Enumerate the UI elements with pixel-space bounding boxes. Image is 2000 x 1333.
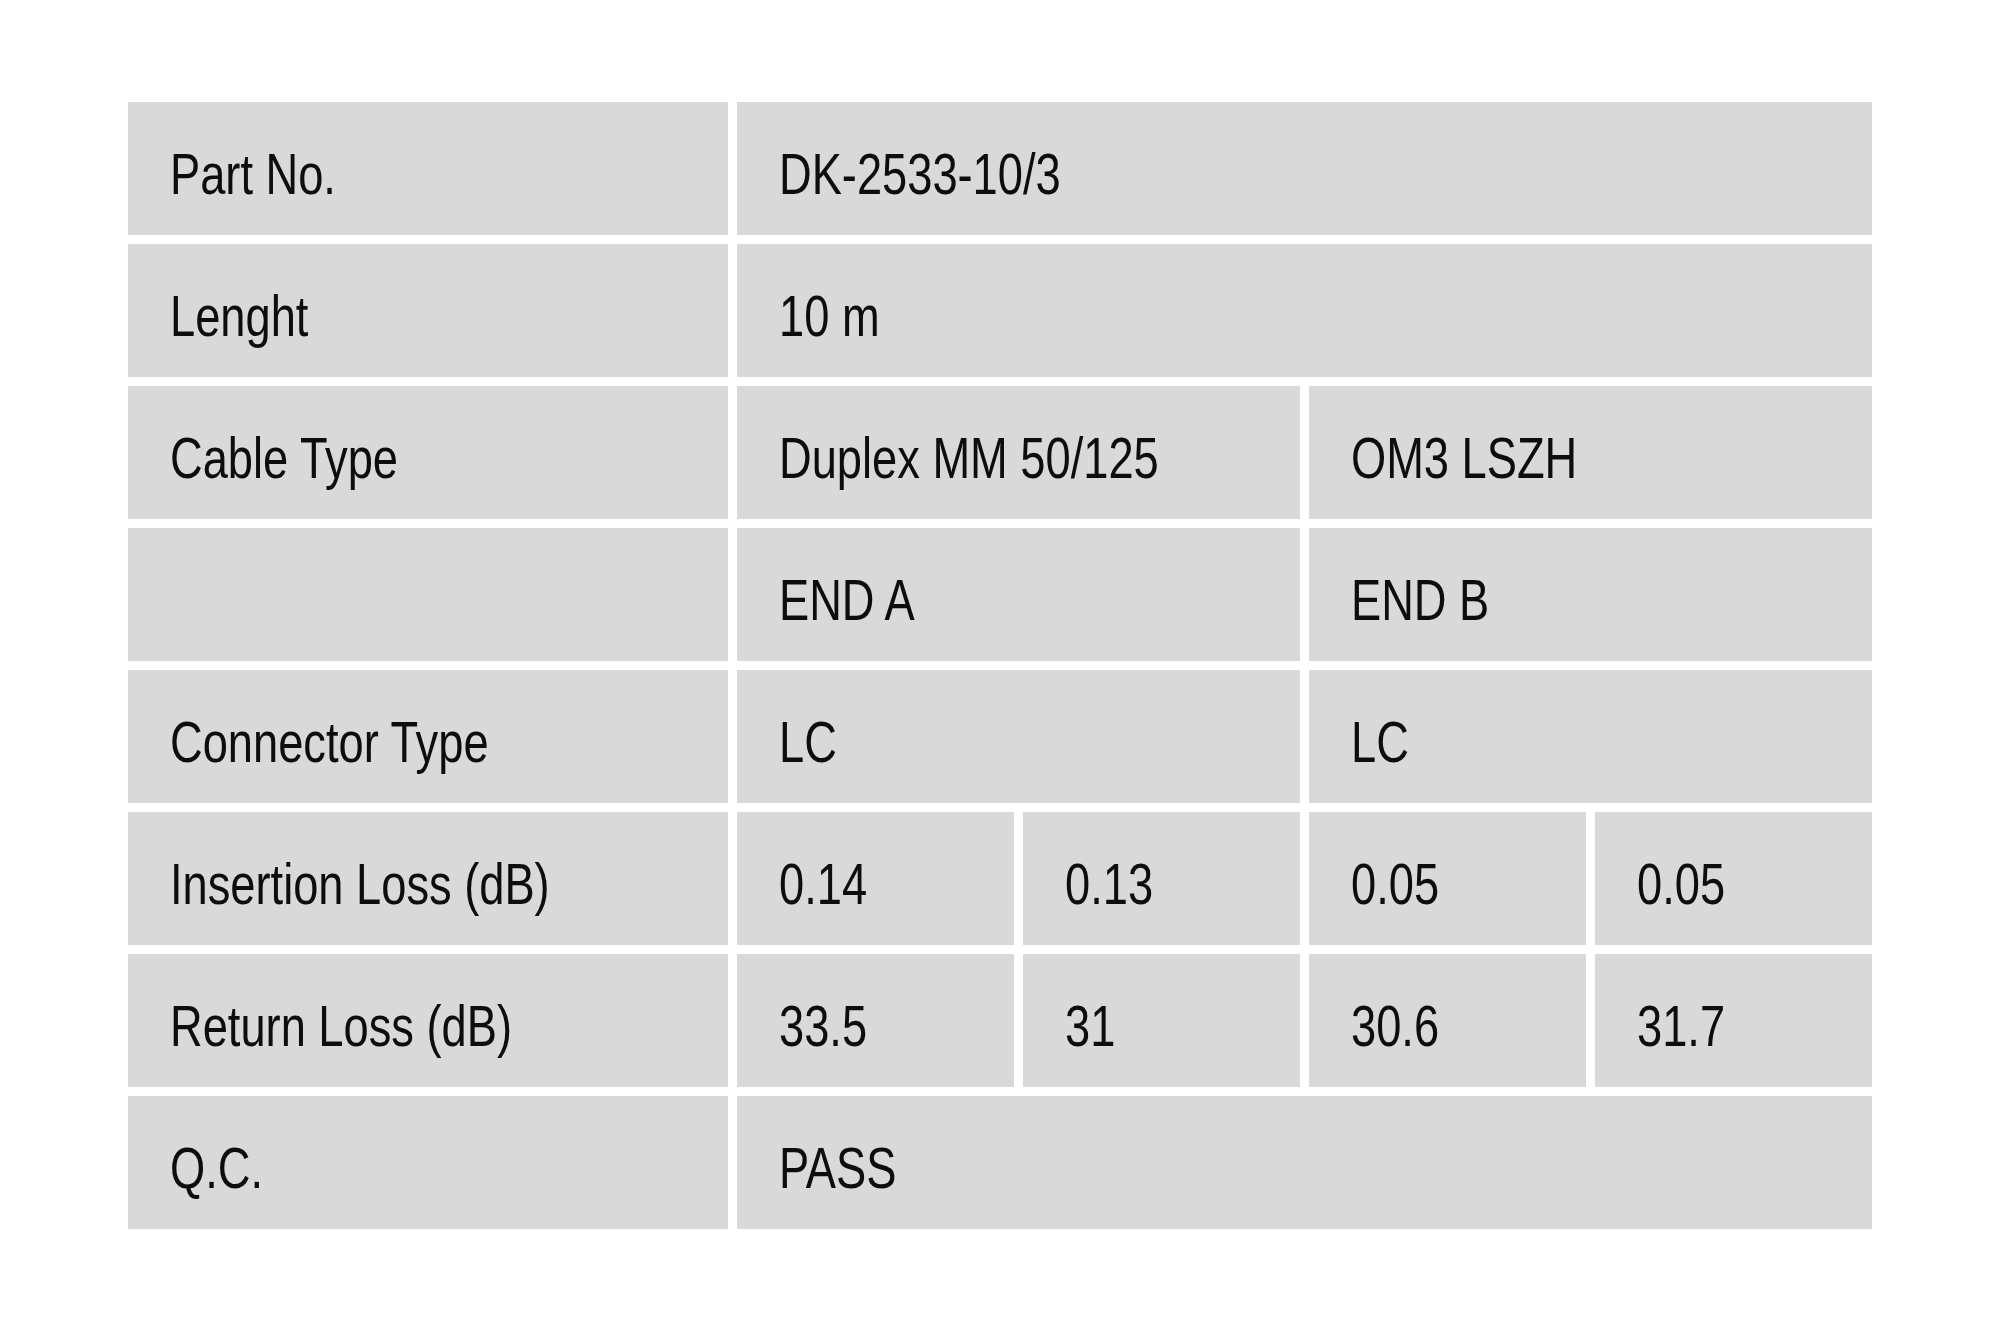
return-loss-value-cell: 31.7: [1595, 954, 1872, 1087]
connector-type-end-b: LC: [1351, 708, 1409, 775]
cable-type-label: Cable Type: [170, 424, 398, 491]
insertion-loss-value-cell: 0.05: [1309, 812, 1586, 945]
insertion-loss-a1: 0.14: [779, 850, 867, 917]
insertion-loss-b1: 0.05: [1351, 850, 1439, 917]
return-loss-b1: 30.6: [1351, 992, 1439, 1059]
return-loss-value-cell: 33.5: [737, 954, 1014, 1087]
length-label: Lenght: [170, 282, 308, 349]
insertion-loss-value-cell: 0.05: [1595, 812, 1872, 945]
qc-value-cell: PASS: [737, 1096, 1872, 1229]
qc-label: Q.C.: [170, 1134, 263, 1201]
cable-type-value-b-cell: OM3 LSZH: [1309, 386, 1872, 519]
cable-type-value-a: Duplex MM 50/125: [779, 424, 1159, 491]
length-label-cell: Lenght: [128, 244, 728, 377]
connector-type-label-cell: Connector Type: [128, 670, 728, 803]
cable-type-value-b: OM3 LSZH: [1351, 424, 1577, 491]
part-no-label-cell: Part No.: [128, 102, 728, 235]
cable-type-label-cell: Cable Type: [128, 386, 728, 519]
return-loss-value-cell: 31: [1023, 954, 1300, 1087]
insertion-loss-b2: 0.05: [1637, 850, 1725, 917]
end-a-header-cell: END A: [737, 528, 1300, 661]
connector-type-end-a-cell: LC: [737, 670, 1300, 803]
return-loss-label-cell: Return Loss (dB): [128, 954, 728, 1087]
connector-type-end-a: LC: [779, 708, 837, 775]
part-no-value-cell: DK-2533-10/3: [737, 102, 1872, 235]
insertion-loss-a2: 0.13: [1065, 850, 1153, 917]
cable-type-value-a-cell: Duplex MM 50/125: [737, 386, 1300, 519]
insertion-loss-label: Insertion Loss (dB): [170, 850, 550, 917]
length-value: 10 m: [779, 282, 880, 349]
part-no-label: Part No.: [170, 140, 336, 207]
insertion-loss-label-cell: Insertion Loss (dB): [128, 812, 728, 945]
connector-type-label: Connector Type: [170, 708, 489, 775]
ends-empty-cell: [128, 528, 728, 661]
insertion-loss-value-cell: 0.14: [737, 812, 1014, 945]
part-no-value: DK-2533-10/3: [779, 140, 1061, 207]
length-value-cell: 10 m: [737, 244, 1872, 377]
connector-type-end-b-cell: LC: [1309, 670, 1872, 803]
spec-table: Part No. DK-2533-10/3 Lenght 10 m Cable …: [128, 102, 1872, 1229]
insertion-loss-value-cell: 0.13: [1023, 812, 1300, 945]
end-b-header-cell: END B: [1309, 528, 1872, 661]
return-loss-b2: 31.7: [1637, 992, 1725, 1059]
qc-value: PASS: [779, 1134, 896, 1201]
return-loss-value-cell: 30.6: [1309, 954, 1586, 1087]
end-a-header: END A: [779, 566, 915, 633]
return-loss-a2: 31: [1065, 992, 1115, 1059]
return-loss-label: Return Loss (dB): [170, 992, 512, 1059]
qc-label-cell: Q.C.: [128, 1096, 728, 1229]
end-b-header: END B: [1351, 566, 1489, 633]
return-loss-a1: 33.5: [779, 992, 867, 1059]
